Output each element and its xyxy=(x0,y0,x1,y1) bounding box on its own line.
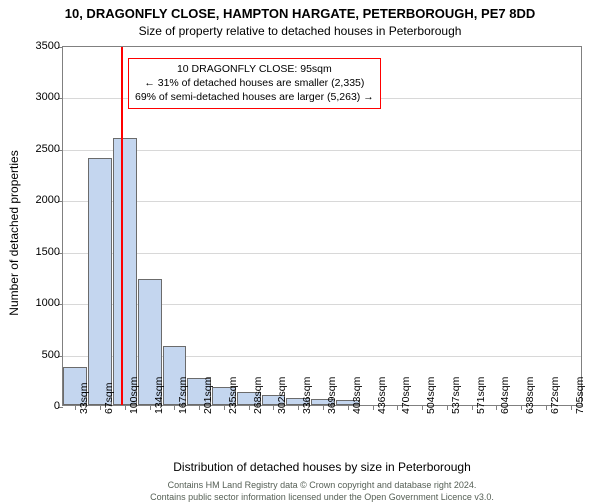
x-tick-mark xyxy=(249,405,250,410)
x-tick-label: 268sqm xyxy=(252,377,264,414)
y-tick-label: 3000 xyxy=(10,91,60,103)
annotation-box: 10 DRAGONFLY CLOSE: 95sqm← 31% of detach… xyxy=(128,58,381,109)
gridline xyxy=(63,201,581,202)
x-tick-label: 336sqm xyxy=(301,377,313,414)
x-tick-mark xyxy=(447,405,448,410)
x-tick-label: 604sqm xyxy=(499,377,511,414)
x-tick-label: 470sqm xyxy=(400,377,412,414)
x-tick-mark xyxy=(373,405,374,410)
x-tick-mark xyxy=(75,405,76,410)
gridline xyxy=(63,253,581,254)
y-tick-label: 1500 xyxy=(10,246,60,258)
chart-title-main: 10, DRAGONFLY CLOSE, HAMPTON HARGATE, PE… xyxy=(0,6,600,21)
x-tick-mark xyxy=(571,405,572,410)
x-tick-mark xyxy=(174,405,175,410)
annotation-line: 10 DRAGONFLY CLOSE: 95sqm xyxy=(135,62,374,76)
y-tick-label: 500 xyxy=(10,349,60,361)
x-tick-label: 369sqm xyxy=(326,377,338,414)
chart-container: 10, DRAGONFLY CLOSE, HAMPTON HARGATE, PE… xyxy=(0,0,600,500)
x-tick-label: 33sqm xyxy=(78,382,90,414)
x-tick-label: 403sqm xyxy=(351,377,363,414)
x-tick-mark xyxy=(100,405,101,410)
plot-area: 10 DRAGONFLY CLOSE: 95sqm← 31% of detach… xyxy=(62,46,582,406)
y-tick-label: 2000 xyxy=(10,194,60,206)
x-tick-mark xyxy=(348,405,349,410)
x-tick-label: 537sqm xyxy=(450,377,462,414)
chart-title-sub: Size of property relative to detached ho… xyxy=(0,24,600,38)
x-tick-label: 302sqm xyxy=(276,377,288,414)
x-axis-label: Distribution of detached houses by size … xyxy=(62,460,582,474)
reference-line xyxy=(121,47,123,405)
bar xyxy=(88,158,112,405)
y-tick-label: 0 xyxy=(10,400,60,412)
x-tick-mark xyxy=(224,405,225,410)
x-tick-mark xyxy=(422,405,423,410)
y-tick-label: 2500 xyxy=(10,143,60,155)
y-tick-label: 1000 xyxy=(10,297,60,309)
x-tick-mark xyxy=(546,405,547,410)
y-tick-label: 3500 xyxy=(10,40,60,52)
x-tick-label: 638sqm xyxy=(524,377,536,414)
x-tick-mark xyxy=(298,405,299,410)
x-tick-label: 67sqm xyxy=(103,382,115,414)
x-tick-mark xyxy=(150,405,151,410)
x-tick-label: 134sqm xyxy=(153,377,165,414)
x-tick-mark xyxy=(125,405,126,410)
x-tick-label: 672sqm xyxy=(549,377,561,414)
x-tick-label: 167sqm xyxy=(177,377,189,414)
x-tick-mark xyxy=(199,405,200,410)
x-tick-mark xyxy=(496,405,497,410)
copyright-line-2: Contains public sector information licen… xyxy=(62,492,582,502)
bar xyxy=(113,138,137,405)
x-tick-label: 201sqm xyxy=(202,377,214,414)
x-tick-mark xyxy=(273,405,274,410)
x-tick-mark xyxy=(323,405,324,410)
x-tick-label: 235sqm xyxy=(227,377,239,414)
copyright-line-1: Contains HM Land Registry data © Crown c… xyxy=(62,480,582,490)
x-tick-label: 571sqm xyxy=(475,377,487,414)
x-tick-mark xyxy=(397,405,398,410)
annotation-line: 69% of semi-detached houses are larger (… xyxy=(135,90,374,104)
annotation-line: ← 31% of detached houses are smaller (2,… xyxy=(135,76,374,90)
x-tick-mark xyxy=(472,405,473,410)
gridline xyxy=(63,150,581,151)
x-tick-label: 504sqm xyxy=(425,377,437,414)
x-tick-label: 436sqm xyxy=(376,377,388,414)
x-tick-label: 100sqm xyxy=(128,377,140,414)
x-tick-mark xyxy=(521,405,522,410)
x-tick-label: 705sqm xyxy=(574,377,586,414)
